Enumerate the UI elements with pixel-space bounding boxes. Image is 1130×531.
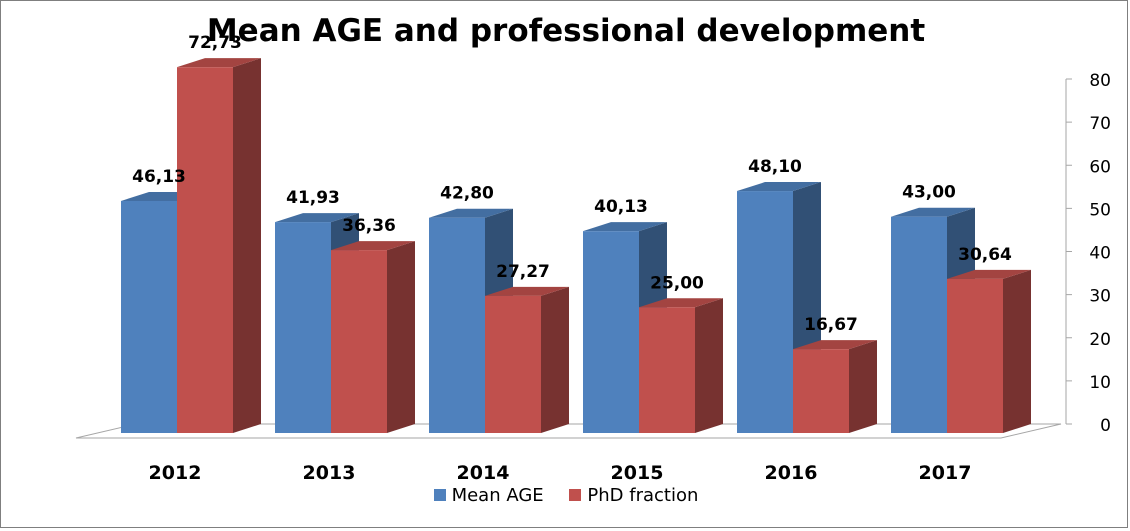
bar-phd-fraction-2013 xyxy=(331,241,415,433)
legend-item-mean-age: Mean AGE xyxy=(433,485,544,506)
x-tick-label: 2016 xyxy=(765,462,818,484)
x-tick-label: 2017 xyxy=(919,462,972,484)
bar-front xyxy=(947,278,1003,433)
bar-phd-fraction-2015 xyxy=(639,298,723,433)
x-tick-label: 2014 xyxy=(457,462,510,484)
bar-phd-fraction-2017 xyxy=(947,269,1031,433)
bar-top xyxy=(793,340,877,350)
bar-front xyxy=(793,349,849,433)
bar-phd-fraction-2012 xyxy=(177,58,261,434)
data-label: 40,13 xyxy=(594,197,648,217)
legend-swatch-mean-age xyxy=(433,489,446,501)
x-tick-label: 2012 xyxy=(149,462,202,484)
data-label: 43,00 xyxy=(902,183,956,203)
bar-front xyxy=(485,295,541,433)
data-label: 25,00 xyxy=(650,273,704,293)
bar-top xyxy=(947,269,1031,279)
bar-mean-age-2017 xyxy=(891,207,975,433)
bar-top xyxy=(275,213,359,223)
bar-top xyxy=(177,58,261,68)
bar-top xyxy=(891,207,975,217)
bar-top xyxy=(331,241,415,251)
x-tick-label: 2015 xyxy=(611,462,664,484)
bar-front xyxy=(891,216,947,433)
y-tick-label: 20 xyxy=(1089,330,1111,350)
bar-top xyxy=(429,208,513,218)
bar-side xyxy=(695,298,723,433)
y-tick-label: 0 xyxy=(1100,416,1111,436)
x-tick-label: 2013 xyxy=(303,462,356,484)
bar-front xyxy=(121,200,177,433)
bar-front xyxy=(639,307,695,433)
y-tick-label: 60 xyxy=(1089,157,1111,177)
bar-top xyxy=(639,298,723,308)
bar-side xyxy=(541,286,569,433)
data-label: 48,10 xyxy=(748,157,802,177)
legend-item-phd-fraction: PhD fraction xyxy=(569,485,698,506)
bar-phd-fraction-2016 xyxy=(793,340,877,433)
bar-front xyxy=(737,191,793,433)
legend-label-phd-fraction: PhD fraction xyxy=(587,485,699,506)
bar-front xyxy=(331,250,387,433)
bar-top xyxy=(583,222,667,232)
y-tick-label: 70 xyxy=(1089,114,1111,134)
data-label: 16,67 xyxy=(804,315,858,335)
data-label: 42,80 xyxy=(440,184,494,204)
legend-swatch-phd-fraction xyxy=(569,489,582,501)
bar-front xyxy=(275,222,331,433)
legend: Mean AGE PhD fraction xyxy=(1,485,1130,506)
bar-side xyxy=(233,58,261,434)
data-label: 41,93 xyxy=(286,188,340,208)
data-label: 46,13 xyxy=(132,167,186,187)
bar-side xyxy=(849,340,877,433)
data-label: 30,64 xyxy=(958,245,1012,265)
y-tick-label: 40 xyxy=(1089,244,1111,264)
data-label: 36,36 xyxy=(342,216,396,236)
bar-front xyxy=(177,67,233,434)
y-tick-label: 80 xyxy=(1089,71,1111,91)
bar-top xyxy=(485,286,569,296)
bar-front xyxy=(429,217,485,433)
bar-side xyxy=(1003,269,1031,433)
bar-front xyxy=(583,231,639,433)
data-label: 27,27 xyxy=(496,262,550,282)
bar-phd-fraction-2014 xyxy=(485,286,569,433)
bar-side xyxy=(387,241,415,433)
y-tick-label: 30 xyxy=(1089,287,1111,307)
bar-top xyxy=(737,182,821,192)
data-label: 72,73 xyxy=(188,33,242,53)
y-tick-label: 10 xyxy=(1089,373,1111,393)
legend-label-mean-age: Mean AGE xyxy=(451,485,544,506)
y-tick-label: 50 xyxy=(1089,200,1111,220)
chart-title: Mean AGE and professional development xyxy=(206,13,926,49)
